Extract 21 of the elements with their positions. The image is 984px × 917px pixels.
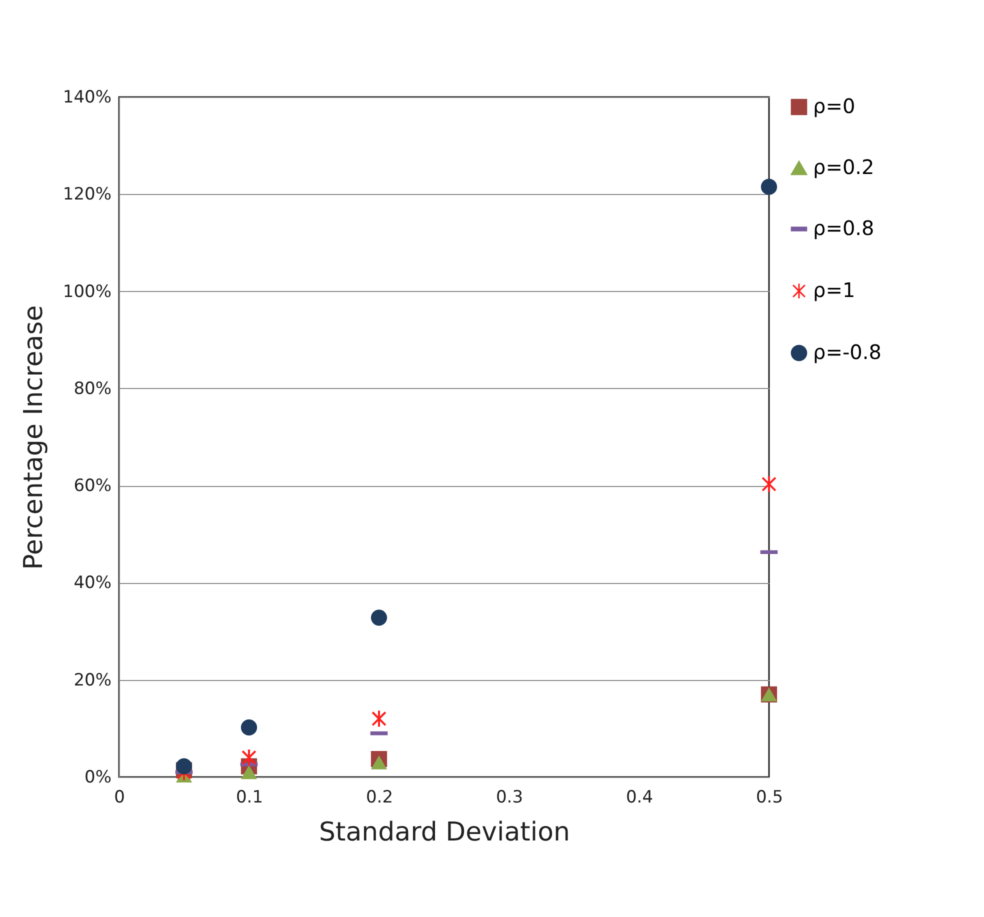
y-tick-label: 60%	[74, 476, 112, 496]
y-axis-title: Percentage Increase	[18, 305, 49, 570]
legend-label: ρ=1	[813, 278, 856, 302]
legend-label: ρ=-0.8	[813, 340, 882, 364]
legend-label: ρ=0.8	[813, 216, 874, 240]
y-tick-label: 20%	[74, 670, 112, 690]
legend-label: ρ=0	[813, 94, 856, 118]
x-tick-label: 0.3	[496, 788, 524, 808]
x-tick-label: 0.1	[236, 788, 264, 808]
x-tick-label: 0.4	[626, 788, 654, 808]
y-tick-label: 0%	[84, 768, 112, 788]
y-tick-label: 100%	[62, 282, 112, 302]
y-tick-label: 80%	[74, 378, 112, 399]
y-tick-label: 40%	[74, 573, 112, 594]
x-tick-label: 0.2	[366, 788, 394, 808]
x-axis-title: Standard Deviation	[319, 818, 570, 848]
y-tick-label: 120%	[62, 184, 112, 205]
x-tick-label: 0.5	[756, 788, 784, 808]
x-tick-label: 0	[114, 788, 125, 808]
y-tick-label: 140%	[62, 88, 112, 108]
legend-label: ρ=0.2	[813, 155, 874, 179]
